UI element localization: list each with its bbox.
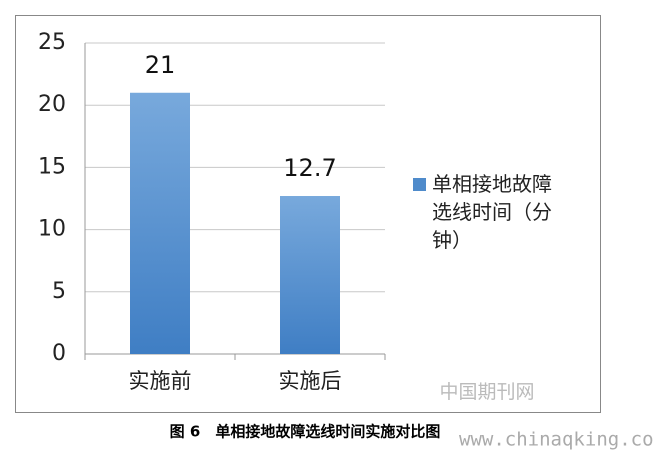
data-label: 21	[145, 51, 176, 79]
y-tick-label: 25	[38, 30, 66, 55]
x-tick-label: 实施后	[279, 369, 342, 393]
frame	[15, 15, 601, 413]
y-tick-label: 5	[52, 279, 66, 304]
watermark: www.chinaqking.com	[459, 429, 653, 451]
legend-label: 单相接地故障选线时间（分钟）	[432, 172, 552, 252]
legend-key	[413, 178, 426, 191]
y-tick-label: 0	[52, 341, 66, 366]
watermark: 中国期刊网	[439, 381, 534, 403]
y-tick-label: 20	[38, 92, 66, 117]
bar	[280, 196, 340, 354]
x-tick-label: 实施前	[129, 369, 192, 393]
caption: 图 6 单相接地故障选线时间实施对比图	[170, 423, 441, 441]
y-tick-label: 15	[38, 154, 66, 179]
data-label: 12.7	[283, 154, 336, 182]
y-tick-label: 10	[38, 217, 66, 242]
bar	[130, 92, 190, 354]
